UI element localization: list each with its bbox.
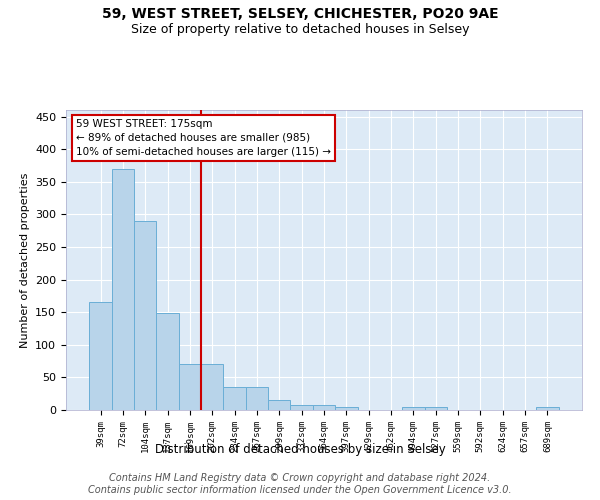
Bar <box>112 168 134 410</box>
Bar <box>134 221 157 410</box>
Text: Contains HM Land Registry data © Crown copyright and database right 2024.
Contai: Contains HM Land Registry data © Crown c… <box>88 474 512 495</box>
Bar <box>246 387 268 410</box>
Text: Distribution of detached houses by size in Selsey: Distribution of detached houses by size … <box>155 442 445 456</box>
Bar <box>268 400 290 410</box>
Y-axis label: Number of detached properties: Number of detached properties <box>20 172 29 348</box>
Bar <box>89 302 112 410</box>
Bar <box>179 364 201 410</box>
Text: Size of property relative to detached houses in Selsey: Size of property relative to detached ho… <box>131 22 469 36</box>
Text: 59 WEST STREET: 175sqm
← 89% of detached houses are smaller (985)
10% of semi-de: 59 WEST STREET: 175sqm ← 89% of detached… <box>76 119 331 157</box>
Bar <box>536 408 559 410</box>
Bar <box>402 408 425 410</box>
Bar <box>157 314 179 410</box>
Bar <box>425 408 447 410</box>
Bar <box>223 387 246 410</box>
Bar <box>313 406 335 410</box>
Bar <box>335 406 358 410</box>
Bar <box>201 364 223 410</box>
Bar <box>290 406 313 410</box>
Text: 59, WEST STREET, SELSEY, CHICHESTER, PO20 9AE: 59, WEST STREET, SELSEY, CHICHESTER, PO2… <box>101 8 499 22</box>
